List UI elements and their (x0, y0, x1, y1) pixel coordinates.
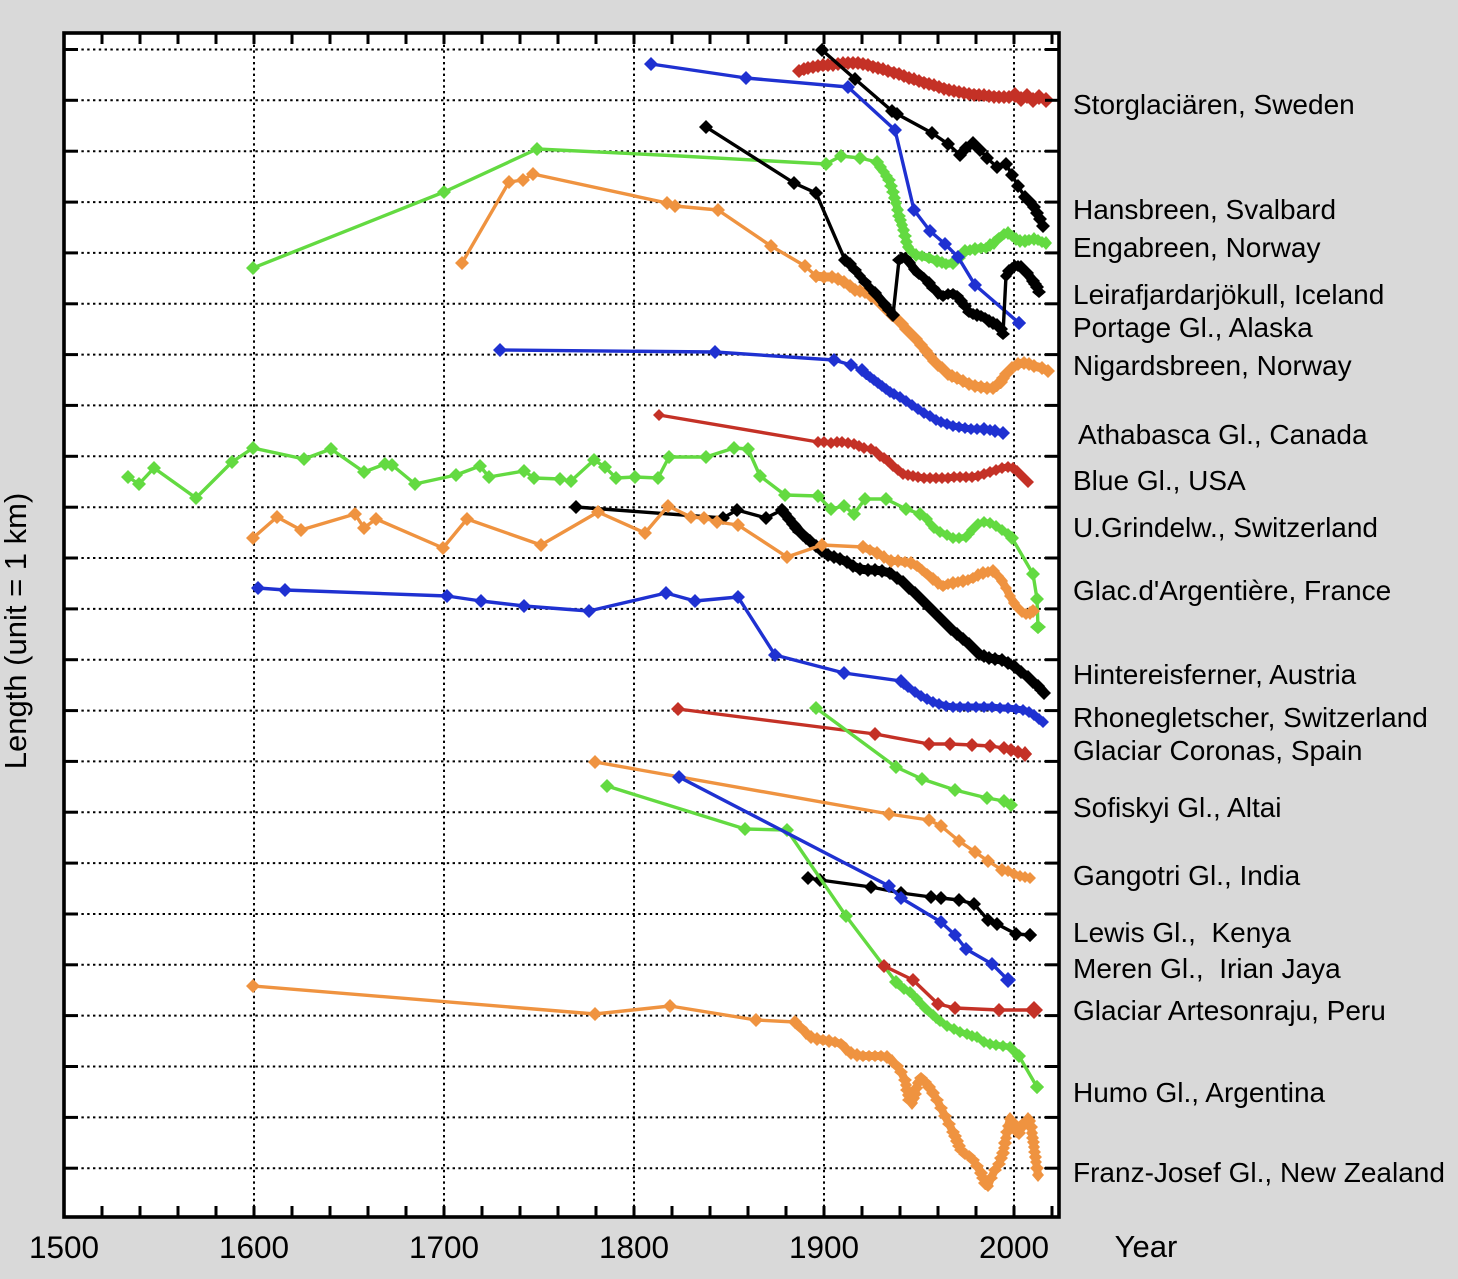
svg-text:Year: Year (1115, 1229, 1178, 1264)
svg-text:Blue Gl., USA: Blue Gl., USA (1073, 465, 1246, 496)
svg-text:Engabreen, Norway: Engabreen, Norway (1073, 232, 1320, 263)
svg-text:Nigardsbreen, Norway: Nigardsbreen, Norway (1073, 350, 1352, 381)
svg-text:Storglaciären, Sweden: Storglaciären, Sweden (1073, 89, 1355, 120)
svg-text:1500: 1500 (29, 1229, 99, 1265)
svg-text:1900: 1900 (789, 1229, 859, 1265)
svg-text:Length (unit = 1 km): Length (unit = 1 km) (0, 493, 33, 770)
svg-text:1600: 1600 (219, 1229, 289, 1265)
svg-text:Gangotri Gl., India: Gangotri Gl., India (1073, 860, 1301, 891)
svg-text:Portage Gl., Alaska: Portage Gl., Alaska (1073, 312, 1313, 343)
svg-text:Rhonegletscher, Switzerland: Rhonegletscher, Switzerland (1073, 702, 1428, 733)
svg-text:Leirafjardarjökull, Iceland: Leirafjardarjökull, Iceland (1073, 279, 1384, 310)
svg-text:Glac.d'Argentière, France: Glac.d'Argentière, France (1073, 575, 1391, 606)
svg-text:Lewis Gl., Kenya: Lewis Gl., Kenya (1073, 917, 1291, 948)
svg-text:Hintereisferner, Austria: Hintereisferner, Austria (1073, 659, 1357, 690)
svg-text:Humo Gl., Argentina: Humo Gl., Argentina (1073, 1077, 1326, 1108)
svg-text:Hansbreen, Svalbard: Hansbreen, Svalbard (1073, 194, 1336, 225)
svg-text:2000: 2000 (979, 1229, 1049, 1265)
svg-text:Meren Gl., Irian Jaya: Meren Gl., Irian Jaya (1073, 953, 1341, 984)
svg-text:Franz-Josef Gl., New Zealand: Franz-Josef Gl., New Zealand (1073, 1157, 1445, 1188)
svg-text:Glaciar Coronas, Spain: Glaciar Coronas, Spain (1073, 735, 1362, 766)
svg-text:1800: 1800 (599, 1229, 669, 1265)
svg-text:Sofiskyi Gl., Altai: Sofiskyi Gl., Altai (1073, 792, 1282, 823)
svg-text:Athabasca Gl., Canada: Athabasca Gl., Canada (1078, 419, 1368, 450)
svg-text:Glaciar Artesonraju, Peru: Glaciar Artesonraju, Peru (1073, 995, 1386, 1026)
svg-text:1700: 1700 (409, 1229, 479, 1265)
svg-text:U.Grindelw., Switzerland: U.Grindelw., Switzerland (1073, 512, 1378, 543)
